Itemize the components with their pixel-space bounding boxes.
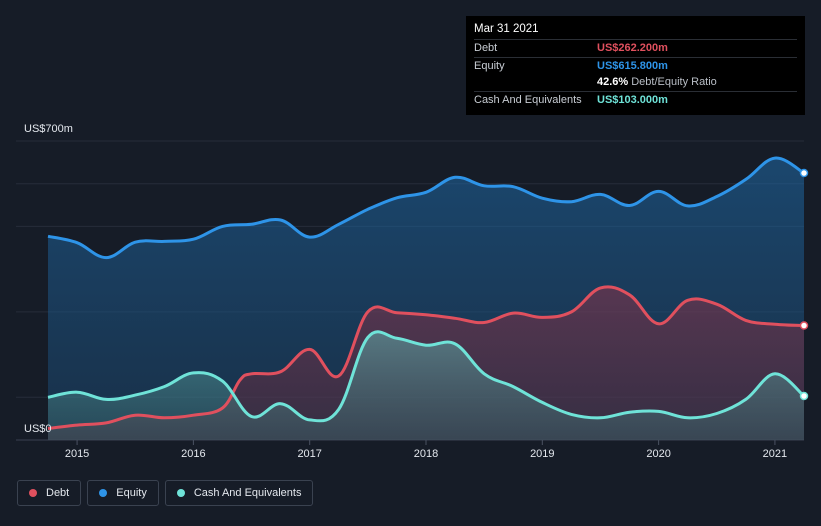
- y-axis-max-label: US$700m: [24, 123, 73, 135]
- x-tick-label-2018: 2018: [414, 448, 438, 460]
- legend-debt-label: Debt: [46, 487, 70, 499]
- tooltip-debt-value: US$262.200m: [597, 42, 668, 55]
- equity-line: [47, 156, 805, 260]
- debt-end-marker: [799, 321, 809, 330]
- tooltip-ratio-value: 42.6%: [597, 76, 629, 89]
- x-axis-ticks: 2015 2016 2017 2018 2019 2020 2021: [65, 440, 787, 460]
- legend-item-cash[interactable]: Cash And Equivalents: [164, 480, 314, 506]
- tooltip-cash-label: Cash And Equivalents: [474, 93, 582, 106]
- tooltip-equity-label: Equity: [474, 59, 505, 72]
- series-lines: [47, 156, 806, 430]
- cash-line: [47, 330, 806, 423]
- tooltip-cash-value: US$103.000m: [597, 93, 668, 106]
- series-end-markers: [799, 168, 809, 401]
- legend-cash-label: Cash And Equivalents: [193, 487, 302, 499]
- tooltip-panel: Mar 31 2021 Debt US$262.200m Equity US$6…: [466, 16, 805, 115]
- legend-item-debt[interactable]: Debt: [17, 480, 82, 506]
- cash-end-marker: [799, 391, 809, 401]
- x-tick-label-2019: 2019: [530, 448, 554, 460]
- x-tick-label-2015: 2015: [65, 448, 89, 460]
- equity-end-marker: [799, 168, 809, 178]
- tooltip-date: Mar 31 2021: [474, 23, 539, 35]
- y-axis-min-label: US$0: [24, 423, 52, 435]
- legend-item-equity[interactable]: Equity: [87, 480, 159, 506]
- x-tick-label-2017: 2017: [297, 448, 321, 460]
- legend: Debt Equity Cash And Equivalents: [17, 480, 314, 506]
- cash-area: [48, 331, 804, 440]
- x-tick-label-2016: 2016: [181, 448, 205, 460]
- legend-debt-dot: [29, 489, 37, 497]
- legend-equity-dot: [99, 489, 108, 497]
- debt-line: [47, 285, 805, 430]
- legend-cash-dot: [176, 489, 185, 497]
- x-tick-label-2020: 2020: [646, 448, 670, 460]
- x-tick-label-2021: 2021: [763, 448, 787, 460]
- tooltip-ratio-label: Debt/Equity Ratio: [631, 76, 717, 89]
- tooltip-debt-label: Debt: [474, 42, 498, 55]
- tooltip-equity-value: US$615.800m: [597, 59, 668, 72]
- legend-equity-label: Equity: [116, 487, 147, 499]
